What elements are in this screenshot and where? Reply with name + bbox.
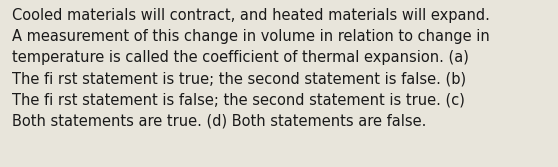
Text: Cooled materials will contract, and heated materials will expand.
A measurement : Cooled materials will contract, and heat… [12,8,490,129]
